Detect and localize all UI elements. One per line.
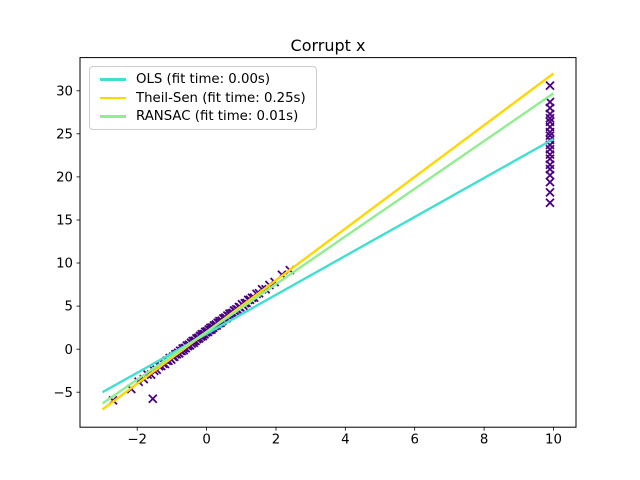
x-tick-label: 8 <box>480 433 488 448</box>
legend-label-ransac: RANSAC (fit time: 0.01s) <box>136 109 299 125</box>
scatter-marker <box>148 394 158 404</box>
y-tick-label: 10 <box>56 257 73 272</box>
scatter-marker <box>545 113 555 123</box>
scatter-marker <box>545 170 555 180</box>
legend-entry-ols: OLS (fit time: 0.00s) <box>98 70 308 89</box>
y-tick-label: 0 <box>65 343 73 358</box>
scatter-marker <box>545 149 555 160</box>
y-tick-label: 5 <box>65 300 73 315</box>
chart-title: Corrupt x <box>290 36 366 55</box>
y-tick-label: 15 <box>56 214 73 229</box>
scatter-marker <box>545 127 555 137</box>
legend-line-sample-theil-sen <box>100 96 126 100</box>
fit-line-theil-sen <box>101 72 555 411</box>
scatter-marker <box>545 177 555 187</box>
y-tick-label: −5 <box>53 386 73 401</box>
y-tick-label: 20 <box>56 171 73 186</box>
legend: OLS (fit time: 0.00s) Theil-Sen (fit tim… <box>89 66 317 130</box>
y-tick-label: 30 <box>56 84 73 99</box>
legend-line-sample-ols <box>100 78 126 81</box>
legend-entry-ransac: RANSAC (fit time: 0.01s) <box>98 107 308 126</box>
legend-label-theil-sen: Theil-Sen (fit time: 0.25s) <box>136 90 306 106</box>
scatter-marker <box>545 109 555 119</box>
x-tick-label: 2 <box>272 433 280 448</box>
axes-frame <box>79 57 577 428</box>
x-tick-label: 10 <box>545 433 562 448</box>
x-tick-label: 6 <box>410 433 418 448</box>
legend-line-sample-ransac <box>100 115 126 118</box>
x-tick-label: 0 <box>202 433 210 448</box>
fit-line-ols <box>101 137 555 394</box>
legend-label-ols: OLS (fit time: 0.00s) <box>136 71 271 87</box>
scatter-marker <box>545 198 555 208</box>
scatter-marker <box>545 160 555 170</box>
x-tick-label: 4 <box>341 433 349 448</box>
scatter-marker <box>545 187 555 198</box>
x-tick-label: −2 <box>127 433 147 448</box>
legend-entry-theil-sen: Theil-Sen (fit time: 0.25s) <box>98 89 308 108</box>
scatter-marker <box>545 80 555 91</box>
fit-line-ransac <box>101 92 555 405</box>
y-tick-label: 25 <box>56 127 73 142</box>
